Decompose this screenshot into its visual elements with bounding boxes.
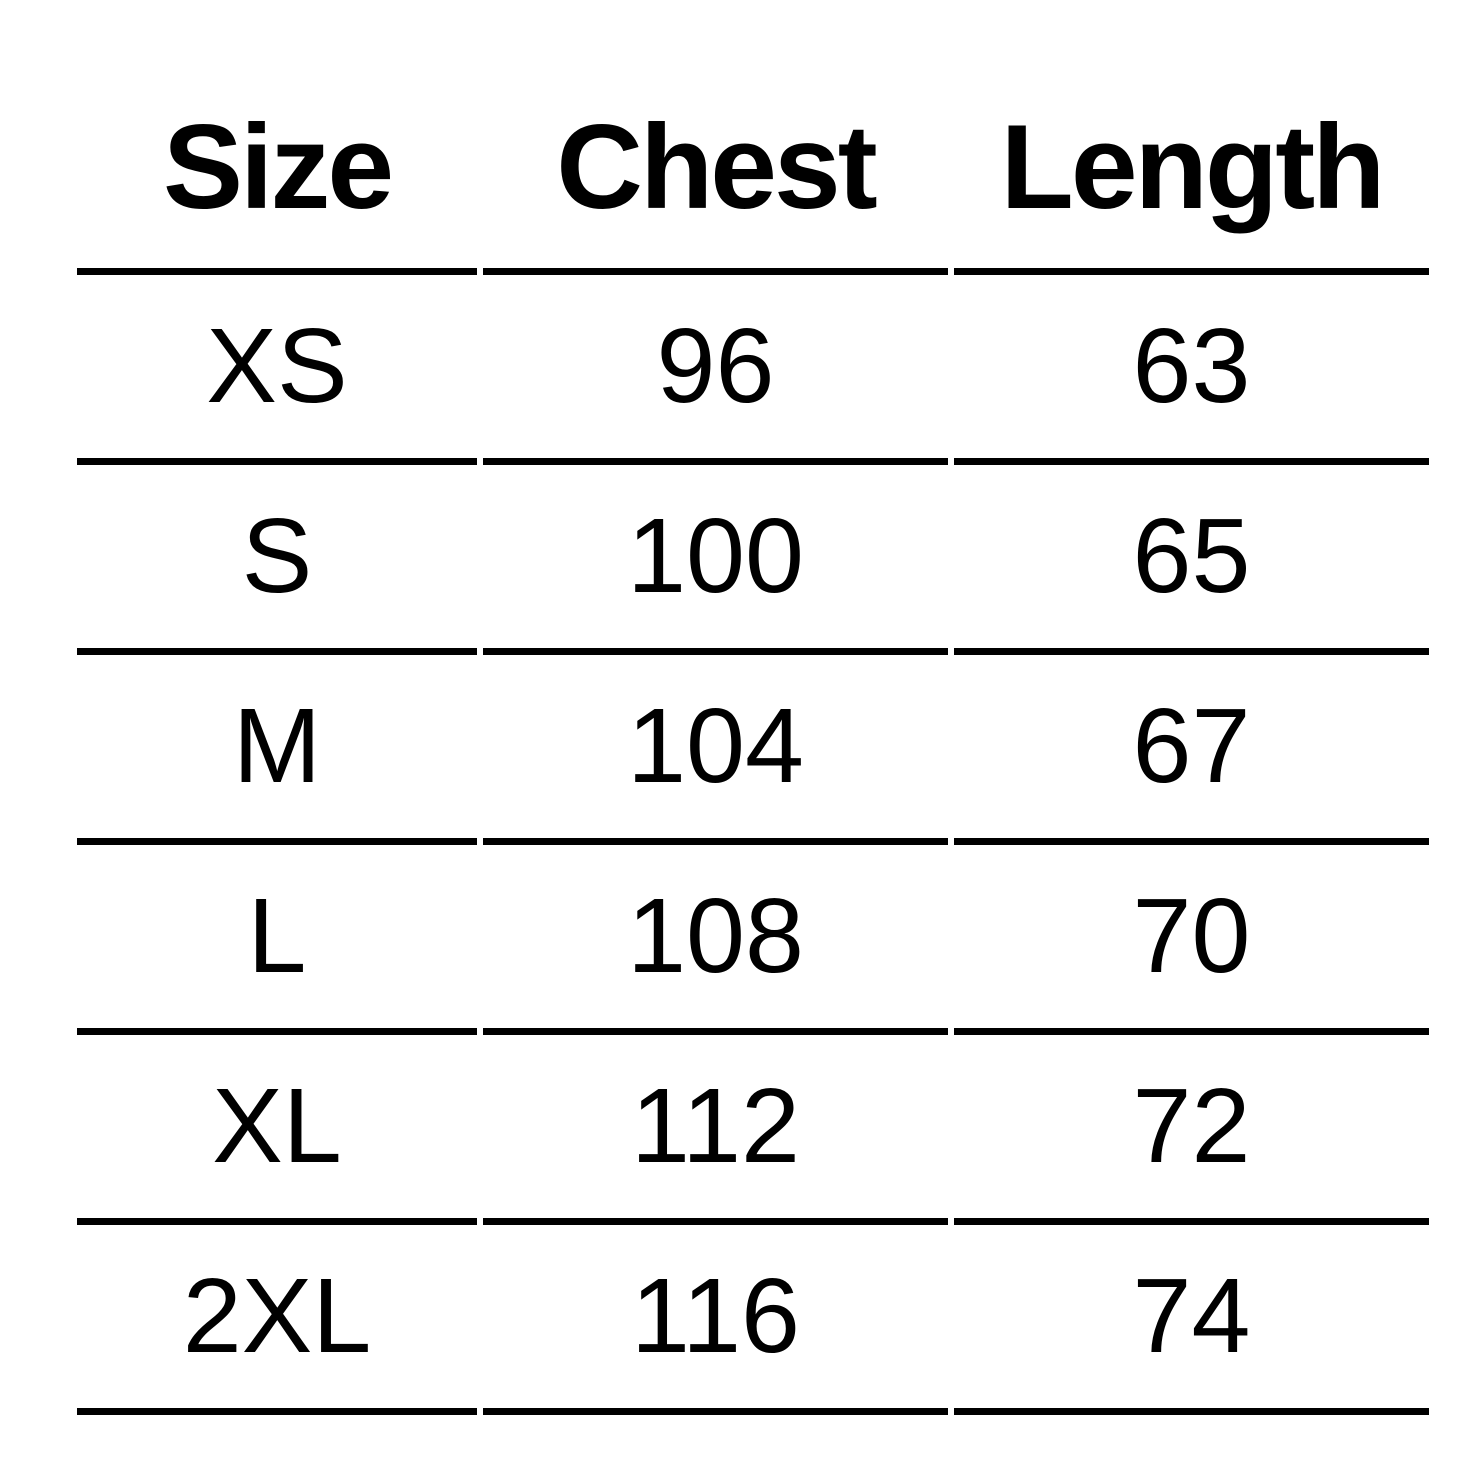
table-row-s: S 100 65 bbox=[77, 465, 1429, 655]
size-chart-table: Size Chest Length XS 96 63 S 100 65 M 10… bbox=[71, 36, 1435, 1415]
cell-length: 63 bbox=[954, 275, 1429, 465]
cell-size: L bbox=[77, 845, 477, 1035]
cell-size: M bbox=[77, 655, 477, 845]
cell-chest: 112 bbox=[483, 1035, 948, 1225]
column-header-length: Length bbox=[954, 36, 1429, 275]
cell-size: XL bbox=[77, 1035, 477, 1225]
cell-chest: 96 bbox=[483, 275, 948, 465]
cell-size: 2XL bbox=[77, 1225, 477, 1415]
table-row-xs: XS 96 63 bbox=[77, 275, 1429, 465]
table-row-2xl: 2XL 116 74 bbox=[77, 1225, 1429, 1415]
cell-length: 70 bbox=[954, 845, 1429, 1035]
cell-chest: 108 bbox=[483, 845, 948, 1035]
cell-length: 72 bbox=[954, 1035, 1429, 1225]
cell-chest: 116 bbox=[483, 1225, 948, 1415]
cell-length: 65 bbox=[954, 465, 1429, 655]
cell-size: XS bbox=[77, 275, 477, 465]
table-row-xl: XL 112 72 bbox=[77, 1035, 1429, 1225]
cell-chest: 100 bbox=[483, 465, 948, 655]
cell-length: 74 bbox=[954, 1225, 1429, 1415]
column-header-size: Size bbox=[77, 36, 477, 275]
column-header-chest: Chest bbox=[483, 36, 948, 275]
table-row-m: M 104 67 bbox=[77, 655, 1429, 845]
cell-size: S bbox=[77, 465, 477, 655]
cell-chest: 104 bbox=[483, 655, 948, 845]
cell-length: 67 bbox=[954, 655, 1429, 845]
table-row-l: L 108 70 bbox=[77, 845, 1429, 1035]
header-row: Size Chest Length bbox=[77, 36, 1429, 275]
